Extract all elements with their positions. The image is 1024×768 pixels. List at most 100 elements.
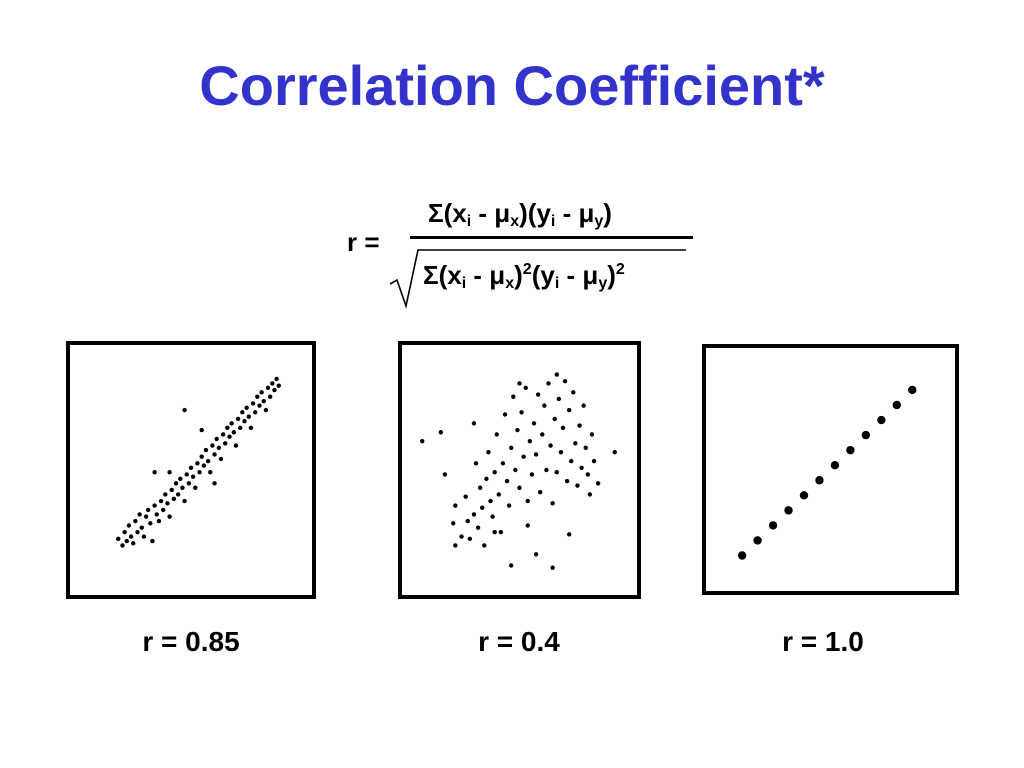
scatter-plot-r-04 <box>398 341 641 599</box>
data-point <box>591 458 597 464</box>
data-point <box>199 427 204 433</box>
denominator-text: ) <box>514 260 523 290</box>
data-point <box>799 491 809 500</box>
data-point <box>533 552 539 557</box>
data-point <box>128 534 134 539</box>
data-point <box>548 443 553 448</box>
data-point <box>573 441 578 446</box>
subscript: y <box>594 213 604 230</box>
data-point <box>175 492 181 497</box>
data-point <box>225 425 230 431</box>
data-point <box>484 476 489 482</box>
denominator-text: ) <box>607 260 616 290</box>
data-point <box>595 481 601 486</box>
data-point <box>830 461 840 470</box>
scatter-plot-r-10 <box>702 344 959 595</box>
data-point <box>438 430 444 435</box>
data-point <box>190 474 196 479</box>
data-point <box>861 430 871 440</box>
data-point <box>554 372 559 377</box>
data-point <box>589 432 595 437</box>
slide-title: Correlation Coefficient* <box>199 54 825 117</box>
plot-caption: r = 1.0 <box>782 626 864 657</box>
data-point <box>165 501 170 506</box>
data-point <box>523 385 528 391</box>
data-point <box>167 514 172 519</box>
data-point <box>494 432 499 437</box>
data-point <box>550 565 555 570</box>
data-point <box>509 563 514 568</box>
numerator-text: (x <box>443 198 467 228</box>
data-point <box>163 492 168 497</box>
data-point <box>521 454 526 459</box>
subscript: x <box>510 213 520 230</box>
data-point <box>135 529 140 535</box>
data-point <box>768 521 778 530</box>
mu-symbol: μ <box>489 260 506 290</box>
data-point <box>571 390 576 395</box>
subscript: x <box>505 275 515 292</box>
data-point <box>203 447 209 453</box>
data-point <box>220 432 226 437</box>
numerator-text: )(y <box>519 198 551 228</box>
data-point <box>908 385 917 395</box>
data-point <box>216 445 222 450</box>
data-point <box>575 483 580 488</box>
sigma-symbol: Σ <box>423 260 439 290</box>
data-point <box>451 521 456 526</box>
plot-caption: r = 0.85 <box>142 626 240 657</box>
data-point <box>533 452 539 457</box>
data-point <box>784 506 793 515</box>
data-point <box>171 496 177 502</box>
data-point <box>587 492 593 497</box>
data-point <box>263 407 269 413</box>
data-point <box>544 467 549 473</box>
data-point <box>558 450 564 455</box>
subscript: i <box>554 275 560 292</box>
data-point <box>186 481 192 486</box>
data-point <box>527 438 533 444</box>
data-point <box>257 403 262 408</box>
data-point <box>205 458 211 464</box>
data-point <box>564 478 570 484</box>
data-point <box>577 423 582 428</box>
subscript: i <box>461 275 467 292</box>
data-point <box>542 403 547 408</box>
data-point <box>182 498 187 504</box>
data-point <box>210 443 215 448</box>
data-point <box>261 398 266 404</box>
data-point <box>214 436 219 442</box>
data-point <box>535 392 541 397</box>
data-point <box>146 507 151 513</box>
data-point <box>442 472 448 477</box>
subscript: i <box>466 213 472 230</box>
mu-symbol: μ <box>578 198 595 228</box>
denominator-text: - <box>559 260 583 290</box>
data-point <box>276 383 281 388</box>
data-point <box>517 485 522 490</box>
data-point <box>453 543 458 548</box>
data-point <box>509 445 514 450</box>
data-point <box>180 485 185 490</box>
numerator-text: - <box>555 198 579 228</box>
data-point <box>550 501 555 506</box>
data-point <box>552 416 557 422</box>
data-point <box>126 523 132 528</box>
data-point <box>506 503 512 508</box>
data-point <box>515 427 520 433</box>
data-point <box>467 536 473 542</box>
data-point <box>513 467 518 473</box>
data-point <box>212 452 217 457</box>
data-point <box>531 421 537 426</box>
data-point <box>199 454 204 459</box>
data-point <box>116 536 121 542</box>
data-point <box>420 438 425 444</box>
square-root-sign <box>389 249 686 309</box>
data-point <box>753 536 762 545</box>
data-point <box>131 541 136 546</box>
sigma-symbol: Σ <box>428 198 444 228</box>
superscript: 2 <box>522 261 532 278</box>
scatter-points <box>420 372 617 570</box>
data-point <box>465 518 470 524</box>
data-point <box>519 410 524 415</box>
